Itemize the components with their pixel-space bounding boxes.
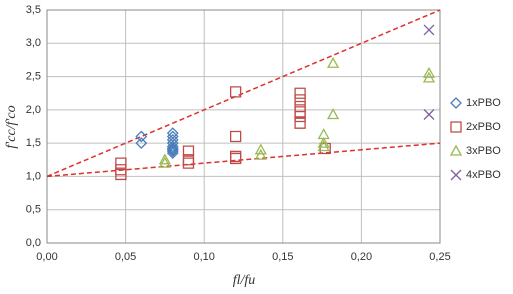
y-tick-label: 3,0 [26, 37, 41, 49]
y-tick-label: 3,5 [26, 4, 41, 16]
point [135, 137, 148, 150]
y-axis-label: f'cc/f'co [4, 105, 19, 148]
point [115, 168, 127, 181]
point [166, 147, 179, 160]
y-tick-label: 2,0 [26, 104, 41, 116]
x-tick-label: 0,25 [429, 251, 450, 263]
point [158, 153, 172, 165]
legend-label: 2xPBO [466, 121, 501, 133]
point [317, 136, 330, 148]
point [182, 157, 195, 169]
point [294, 94, 306, 106]
legend-marker [450, 121, 462, 133]
point [166, 142, 179, 155]
point [229, 130, 242, 143]
y-tick-label: 2,5 [26, 70, 41, 82]
point [317, 140, 330, 152]
point [135, 130, 148, 143]
point [166, 143, 179, 156]
x-axis-label: fl/fu [233, 273, 256, 288]
legend-marker [450, 169, 462, 181]
legend-label: 1xPBO [466, 97, 501, 109]
point [294, 117, 306, 129]
legend-label: 4xPBO [466, 169, 501, 181]
reference-line [46, 142, 441, 178]
plot-border [46, 9, 441, 244]
point [229, 152, 242, 165]
point [166, 140, 179, 153]
y-tick-label: 0,5 [26, 204, 41, 216]
y-tick-label: 1,0 [26, 170, 41, 182]
point [115, 157, 127, 169]
point [254, 143, 267, 155]
point [423, 24, 435, 36]
point [166, 130, 179, 143]
point [423, 109, 435, 120]
point [422, 66, 436, 78]
x-tick-label: 0,10 [193, 251, 214, 263]
point [166, 127, 179, 140]
reference-line [46, 9, 441, 178]
point [326, 56, 340, 68]
x-tick-label: 0,05 [115, 251, 136, 263]
y-tick-label: 1,5 [26, 137, 41, 149]
point [326, 108, 340, 120]
point [158, 156, 172, 168]
legend-marker [450, 97, 462, 109]
legend-marker [449, 144, 463, 156]
point [166, 145, 179, 158]
x-tick-label: 0,00 [36, 251, 57, 263]
x-tick-label: 0,20 [351, 251, 372, 263]
x-tick-label: 0,15 [272, 251, 293, 263]
point [422, 71, 436, 83]
legend-label: 3xPBO [466, 145, 501, 157]
point [254, 148, 267, 160]
point [294, 87, 306, 99]
y-tick-label: 0,0 [26, 237, 41, 249]
point [229, 86, 242, 98]
